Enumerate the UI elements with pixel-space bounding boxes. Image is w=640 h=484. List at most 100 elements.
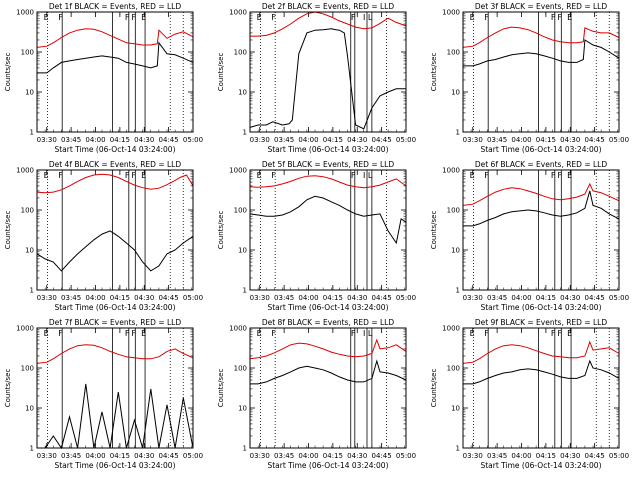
x-tick-label: 04:30 — [134, 294, 154, 302]
detector-panel: Det 4f BLACK = Events, RED = LLD Counts/s… — [4, 160, 203, 312]
y-tick-label: 1000 — [16, 325, 34, 333]
plot-frame — [36, 169, 194, 291]
event-marker-label: I — [363, 171, 365, 180]
panel-title: Det 3f BLACK = Events, RED = LLD — [475, 2, 608, 11]
y-tick-label: 10 — [451, 405, 460, 413]
y-tick-label: 10 — [451, 89, 460, 97]
event-marker-label: F — [271, 329, 276, 338]
x-tick-label: 04:45 — [585, 294, 605, 302]
x-axis-label: Start Time (06-Oct-14 03:24:00) — [480, 461, 601, 470]
event-marker-label: F — [484, 329, 489, 338]
panel-title: Det 4f BLACK = Events, RED = LLD — [49, 160, 182, 169]
y-axis-label: Counts/sec — [430, 369, 438, 408]
lld-series-line — [36, 28, 194, 48]
event-marker-label: I — [363, 329, 365, 338]
y-tick-label: 1 — [30, 287, 34, 295]
event-marker-label: E — [44, 171, 49, 180]
y-axis-label: Counts/sec — [430, 53, 438, 92]
y-axis-label: Counts/sec — [4, 369, 12, 408]
event-marker-label: F — [484, 171, 489, 180]
x-tick-label: 04:15 — [536, 294, 556, 302]
panel-title: Det 9f BLACK = Events, RED = LLD — [475, 318, 608, 327]
event-marker-label: E — [567, 13, 572, 22]
y-tick-label: 100 — [447, 49, 460, 57]
event-marker-label: E — [257, 171, 262, 180]
y-tick-label: 10 — [25, 89, 34, 97]
event-marker-label: E — [470, 171, 475, 180]
x-tick-label: 05:00 — [183, 136, 203, 144]
event-marker-label: E — [470, 329, 475, 338]
events-series-line — [37, 41, 194, 74]
y-axis-label: Counts/sec — [4, 211, 12, 250]
panel-title: Det 7f BLACK = Events, RED = LLD — [49, 318, 182, 327]
event-marker-label: E — [44, 329, 49, 338]
event-marker-label: F — [131, 171, 136, 180]
y-tick-label: 100 — [234, 365, 247, 373]
plot-frame — [462, 11, 620, 133]
y-tick-label: 1000 — [229, 9, 247, 17]
event-marker-label: E — [141, 329, 146, 338]
event-marker-label: L — [368, 329, 373, 338]
x-tick-label: 04:15 — [536, 136, 556, 144]
x-tick-label: 04:30 — [560, 452, 580, 460]
event-marker-label: F — [551, 13, 556, 22]
event-marker-label: E — [567, 329, 572, 338]
event-marker-label: E — [141, 171, 146, 180]
x-tick-label: 04:30 — [347, 136, 367, 144]
x-tick-label: 04:00 — [85, 452, 105, 460]
x-tick-label: 03:45 — [487, 136, 507, 144]
y-tick-label: 1 — [243, 287, 247, 295]
x-tick-label: 05:00 — [609, 452, 629, 460]
y-axis-label: Counts/sec — [4, 53, 12, 92]
event-marker-label: F — [351, 171, 356, 180]
x-tick-label: 03:45 — [274, 452, 294, 460]
event-marker-label: I — [363, 13, 365, 22]
x-tick-label: 04:00 — [85, 294, 105, 302]
x-axis-label: Start Time (06-Oct-14 03:24:00) — [267, 461, 388, 470]
event-marker-label: F — [551, 329, 556, 338]
events-series-line — [463, 359, 620, 385]
y-axis-label: Counts/sec — [217, 53, 225, 92]
y-tick-label: 10 — [238, 89, 247, 97]
detector-panel: Det 7f BLACK = Events, RED = LLD Counts/s… — [4, 318, 203, 470]
event-marker-label: E — [141, 13, 146, 22]
event-marker-label: F — [58, 329, 63, 338]
plot-frame — [36, 327, 194, 449]
events-series-line — [249, 195, 407, 245]
event-marker-label: E — [257, 329, 262, 338]
x-tick-label: 03:30 — [37, 136, 57, 144]
event-marker-label: F — [557, 13, 562, 22]
x-tick-label: 04:00 — [511, 136, 531, 144]
x-tick-label: 04:15 — [536, 452, 556, 460]
event-marker-label: E — [44, 13, 49, 22]
event-marker-label: E — [470, 13, 475, 22]
x-tick-label: 03:30 — [37, 294, 57, 302]
y-tick-label: 100 — [21, 365, 34, 373]
x-tick-label: 05:00 — [609, 294, 629, 302]
x-tick-label: 05:00 — [183, 294, 203, 302]
x-tick-label: 03:45 — [274, 136, 294, 144]
y-tick-label: 1 — [30, 445, 34, 453]
plot-frame — [249, 327, 407, 449]
event-marker-label: F — [271, 171, 276, 180]
x-tick-label: 04:15 — [323, 136, 343, 144]
x-tick-label: 03:30 — [250, 136, 270, 144]
lld-series-line — [36, 173, 194, 194]
x-tick-label: 03:45 — [274, 294, 294, 302]
events-series-line — [463, 39, 620, 67]
lld-series-line — [250, 11, 407, 37]
x-tick-label: 04:00 — [298, 136, 318, 144]
y-tick-label: 1 — [456, 129, 460, 137]
event-marker-label: F — [551, 171, 556, 180]
x-axis-label: Start Time (06-Oct-14 03:24:00) — [54, 145, 175, 154]
y-tick-label: 10 — [25, 247, 34, 255]
event-marker-label: F — [58, 13, 63, 22]
detector-panel: Det 5f BLACK = Events, RED = LLD Counts/s… — [217, 160, 416, 312]
x-tick-label: 05:00 — [609, 136, 629, 144]
event-marker-label: F — [351, 329, 356, 338]
y-tick-label: 10 — [238, 405, 247, 413]
event-marker-label: F — [125, 171, 130, 180]
x-tick-label: 04:00 — [511, 452, 531, 460]
event-marker-label: F — [351, 13, 356, 22]
event-marker-label: F — [557, 171, 562, 180]
